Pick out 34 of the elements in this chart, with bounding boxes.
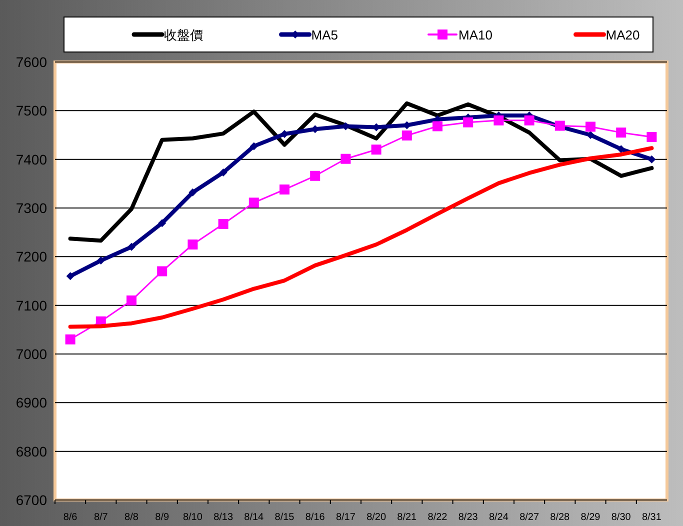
- x-tick-label: 8/16: [305, 512, 326, 523]
- x-tick-label: 8/9: [155, 512, 170, 523]
- x-tick-label: 8/8: [124, 512, 139, 523]
- x-tick-label: 8/22: [428, 512, 448, 523]
- x-tick-label: 8/27: [520, 512, 540, 523]
- x-tick-label: 8/24: [488, 512, 509, 523]
- legend-label: 收盤價: [164, 28, 203, 42]
- y-tick-label: 7600: [16, 54, 48, 70]
- x-tick-label: 8/13: [214, 512, 234, 523]
- x-tick-label: 8/30: [611, 512, 632, 523]
- x-tick-label: 8/31: [642, 512, 662, 523]
- y-tick-label: 7300: [16, 200, 48, 216]
- legend-label: MA10: [458, 28, 492, 42]
- x-tick-label: 8/28: [550, 512, 570, 523]
- legend-label: MA20: [606, 28, 640, 42]
- y-tick-label: 7000: [16, 346, 48, 362]
- legend-label: MA5: [311, 28, 338, 42]
- y-tick-label: 7200: [16, 248, 48, 265]
- y-tick-label: 7500: [16, 102, 48, 119]
- y-tick-label: 6700: [16, 492, 48, 508]
- x-tick-label: 8/29: [580, 512, 601, 523]
- y-tick-label: 7400: [16, 151, 48, 168]
- x-tick-label: 8/21: [397, 512, 418, 523]
- x-tick-label: 8/7: [94, 512, 108, 523]
- x-tick-label: 8/23: [458, 512, 478, 523]
- x-tick-label: 8/15: [274, 512, 295, 523]
- x-tick-label: 8/17: [336, 512, 356, 523]
- y-tick-label: 6800: [16, 443, 48, 460]
- x-tick-label: 8/6: [63, 512, 78, 523]
- x-tick-label: 8/14: [244, 512, 264, 523]
- y-tick-label: 7100: [16, 297, 48, 314]
- x-tick-label: 8/10: [182, 512, 203, 523]
- y-tick-label: 6900: [16, 394, 48, 411]
- x-tick-label: 8/20: [366, 512, 386, 523]
